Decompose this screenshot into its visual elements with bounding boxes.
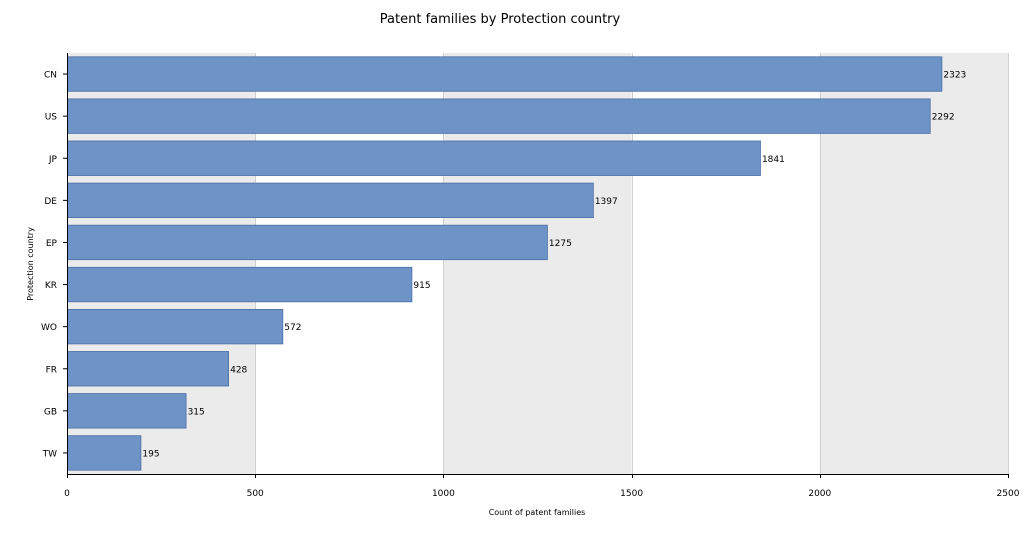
chart-title: Patent families by Protection country — [380, 12, 621, 27]
y-tick-label-us: US — [45, 113, 58, 123]
x-axis-label: Count of patent families — [489, 508, 586, 517]
x-tick-label-2500: 2500 — [997, 489, 1020, 499]
bar-kr — [67, 266, 413, 303]
x-tick-label-1000: 1000 — [432, 489, 455, 499]
x-tick-label-500: 500 — [247, 489, 264, 499]
value-labels: 2323 2292 1841 1397 1275 915 572 428 315 195 — [142, 71, 966, 460]
y-axis-label: Protection country — [26, 227, 35, 301]
y-tick-label-kr: KR — [45, 281, 57, 291]
value-label-jp: 1841 — [762, 155, 785, 165]
y-tick-labels: CN US JP DE EP KR WO FR GB TW — [41, 71, 67, 459]
value-label-gb: 315 — [188, 407, 205, 417]
bar-cn — [67, 56, 943, 92]
x-tick-labels: 0 500 1000 1500 2000 2500 — [64, 474, 1020, 499]
value-label-de: 1397 — [595, 197, 618, 207]
value-label-kr: 915 — [413, 281, 430, 291]
y-tick-label-fr: FR — [46, 365, 57, 375]
value-label-wo: 572 — [284, 323, 301, 333]
value-label-ep: 1275 — [549, 239, 572, 249]
y-tick-label-ep: EP — [46, 239, 58, 249]
y-tick-label-gb: GB — [44, 407, 57, 417]
bar-us — [67, 98, 931, 134]
bar-wo — [67, 308, 284, 345]
bar-ep — [67, 224, 548, 261]
bar-tw — [67, 435, 142, 471]
value-label-tw: 195 — [142, 449, 159, 459]
value-label-us: 2292 — [932, 113, 955, 123]
y-tick-label-cn: CN — [44, 71, 57, 81]
bar-jp — [67, 140, 761, 176]
bar-de — [67, 182, 594, 219]
value-label-cn: 2323 — [943, 71, 966, 81]
value-label-fr: 428 — [230, 365, 247, 375]
y-tick-label-de: DE — [44, 197, 57, 207]
y-tick-label-jp: JP — [48, 155, 58, 165]
x-tick-label-0: 0 — [64, 489, 70, 499]
bar-gb — [67, 393, 187, 429]
x-tick-label-2000: 2000 — [808, 489, 831, 499]
y-tick-label-wo: WO — [41, 323, 57, 333]
bar-fr — [67, 351, 229, 387]
bars — [67, 56, 943, 471]
x-tick-label-1500: 1500 — [620, 489, 643, 499]
y-tick-label-tw: TW — [42, 449, 57, 459]
